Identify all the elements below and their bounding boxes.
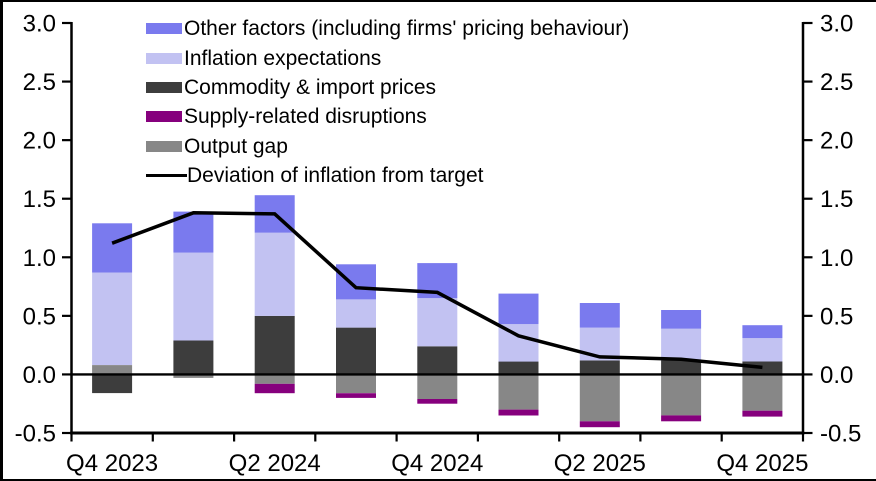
legend-item-supply-related-disruptions: Supply-related disruptions (146, 102, 629, 131)
legend-color-swatch (146, 52, 182, 64)
legend-item-other-factors: Other factors (including firms' pricing … (146, 14, 629, 43)
bar-segment-commodity-import-prices-q4-2025 (742, 361, 783, 375)
frame-border-top (0, 0, 876, 2)
bar-segment-commodity-import-prices-q4-2024 (417, 346, 458, 375)
y-tick-label-right: 1.5 (820, 186, 853, 213)
legend-line-sample (146, 173, 187, 178)
x-tick-label: Q4 2025 (716, 450, 808, 477)
legend-label-other-factors: Other factors (including firms' pricing … (184, 17, 630, 41)
y-tick-label-right: 2.5 (820, 69, 853, 96)
bar-segment-inflation-expectations-q3-2025 (661, 328, 702, 361)
bar-segment-other-factors-q1-2025 (498, 293, 539, 325)
bar-segment-supply-related-disruptions-q1-2025 (498, 409, 539, 416)
bar-segment-commodity-import-prices-q1-2025 (498, 361, 539, 375)
x-tick-label: Q2 2024 (229, 450, 321, 477)
legend-item-deviation-line: Deviation of inflation from target (146, 161, 629, 190)
legend-color-swatch (146, 140, 182, 152)
bar-segment-commodity-import-prices-q3-2024 (336, 327, 376, 375)
y-tick-label-left: 1.0 (23, 245, 56, 272)
bar-segment-supply-related-disruptions-q4-2025 (742, 410, 783, 417)
bar-segment-other-factors-q2-2025 (579, 303, 620, 328)
y-tick-label-left: 0.5 (23, 303, 56, 330)
legend-color-swatch (146, 81, 182, 93)
y-tick-label-right: 2.0 (820, 128, 853, 155)
y-tick-label-left: 3.0 (23, 11, 56, 38)
chart-legend: Other factors (including firms' pricing … (146, 14, 629, 190)
legend-item-inflation-expectations: Inflation expectations (146, 43, 629, 72)
bar-segment-output-gap-q3-2024 (336, 374, 376, 394)
bar-segment-supply-related-disruptions-q3-2024 (336, 393, 376, 398)
frame-border-left (0, 0, 3, 481)
bar-segment-output-gap-q4-2023 (92, 365, 133, 375)
legend-label-supply-related-disruptions: Supply-related disruptions (184, 105, 427, 129)
bar-segment-inflation-expectations-q4-2023 (92, 272, 133, 365)
bar-segment-commodity-import-prices-q1-2024 (173, 340, 214, 375)
y-tick-label-left: 0.0 (23, 362, 56, 389)
legend-item-output-gap: Output gap (146, 132, 629, 161)
x-tick-label: Q4 2023 (66, 450, 158, 477)
y-tick-label-left: 2.0 (23, 128, 56, 155)
bar-segment-output-gap-q2-2025 (579, 374, 620, 422)
bar-segment-inflation-expectations-q1-2024 (173, 252, 214, 341)
legend-label-inflation-expectations: Inflation expectations (184, 46, 382, 70)
bar-segment-commodity-import-prices-q3-2025 (661, 360, 702, 375)
bar-segment-inflation-expectations-q3-2024 (336, 299, 376, 328)
bar-segment-supply-related-disruptions-q3-2025 (661, 415, 702, 422)
bar-segment-output-gap-q3-2025 (661, 374, 702, 416)
bar-segment-commodity-import-prices-q2-2024 (254, 315, 295, 375)
y-tick-label-right: -0.5 (820, 421, 861, 448)
legend-color-swatch (146, 23, 182, 35)
bar-segment-output-gap-q1-2025 (498, 374, 539, 410)
y-tick-label-left: 1.5 (23, 186, 56, 213)
bar-segment-output-gap-q4-2024 (417, 374, 458, 399)
bar-segment-other-factors-q4-2023 (92, 223, 133, 273)
bar-segment-commodity-import-prices-q2-2025 (579, 360, 620, 375)
x-tick-label: Q4 2024 (391, 450, 483, 477)
frame-border-bottom (0, 479, 876, 481)
x-tick-label: Q2 2025 (554, 450, 646, 477)
y-tick-label-left: 2.5 (23, 69, 56, 96)
legend-label-output-gap: Output gap (184, 134, 288, 158)
bar-segment-output-gap-q2-2024 (254, 374, 295, 384)
bar-segment-other-factors-q3-2025 (661, 310, 702, 329)
bar-segment-supply-related-disruptions-q2-2024 (254, 383, 295, 394)
bar-segment-inflation-expectations-q4-2025 (742, 338, 783, 362)
bar-segment-inflation-expectations-q4-2024 (417, 298, 458, 347)
bar-segment-inflation-expectations-q2-2024 (254, 232, 295, 316)
y-tick-label-left: -0.5 (15, 421, 56, 448)
bar-segment-output-gap-q1-2024 (173, 374, 214, 378)
y-tick-label-right: 0.5 (820, 303, 853, 330)
deviation-line (111, 211, 763, 370)
y-tick-label-right: 3.0 (820, 11, 853, 38)
bar-segment-supply-related-disruptions-q2-2025 (579, 421, 620, 428)
y-tick-label-right: 0.0 (820, 362, 853, 389)
bar-segment-commodity-import-prices-q4-2023 (92, 374, 133, 394)
bar-segment-output-gap-q4-2025 (742, 374, 783, 411)
legend-color-swatch (146, 111, 182, 123)
legend-label-deviation-line: Deviation of inflation from target (187, 164, 484, 188)
bar-segment-other-factors-q3-2024 (336, 264, 376, 300)
y-tick-label-right: 1.0 (820, 245, 853, 272)
legend-label-commodity-import-prices: Commodity & import prices (184, 75, 437, 99)
bar-segment-supply-related-disruptions-q4-2024 (417, 399, 458, 404)
legend-item-commodity-import-prices: Commodity & import prices (146, 73, 629, 102)
bar-segment-other-factors-q4-2025 (742, 325, 783, 339)
